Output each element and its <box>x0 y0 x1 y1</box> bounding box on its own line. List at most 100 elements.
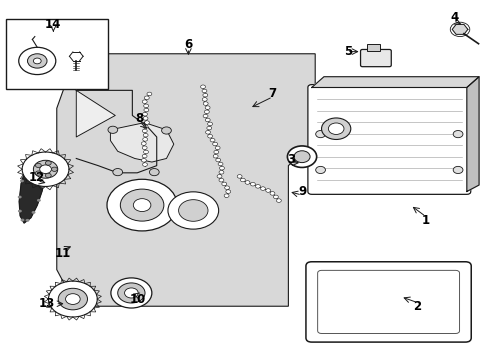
Circle shape <box>108 126 118 134</box>
Circle shape <box>142 100 147 103</box>
Circle shape <box>144 121 149 124</box>
Circle shape <box>118 283 145 303</box>
Circle shape <box>276 199 281 202</box>
Circle shape <box>204 110 209 114</box>
Circle shape <box>35 163 41 167</box>
Text: 5: 5 <box>343 45 351 58</box>
Circle shape <box>452 131 462 138</box>
Text: 6: 6 <box>184 38 192 51</box>
Circle shape <box>224 186 229 189</box>
Circle shape <box>143 125 148 129</box>
Circle shape <box>18 195 21 198</box>
Circle shape <box>25 219 29 222</box>
Circle shape <box>51 167 57 171</box>
Circle shape <box>18 210 22 212</box>
Text: 1: 1 <box>421 214 429 227</box>
Circle shape <box>35 171 41 175</box>
Circle shape <box>219 178 224 182</box>
Circle shape <box>178 200 207 221</box>
Bar <box>5 19 108 89</box>
Circle shape <box>149 168 159 176</box>
Circle shape <box>142 112 147 116</box>
Text: 2: 2 <box>413 300 421 313</box>
Circle shape <box>206 126 211 130</box>
Circle shape <box>142 138 147 141</box>
Circle shape <box>202 89 206 93</box>
Circle shape <box>143 134 148 137</box>
Circle shape <box>222 182 226 186</box>
Text: 11: 11 <box>55 247 71 260</box>
Polygon shape <box>451 24 467 34</box>
Circle shape <box>219 171 224 174</box>
Bar <box>366 44 379 51</box>
Circle shape <box>250 183 255 186</box>
FancyBboxPatch shape <box>317 270 459 333</box>
Circle shape <box>161 127 171 134</box>
Circle shape <box>217 175 222 178</box>
Circle shape <box>207 122 212 126</box>
Circle shape <box>224 194 228 198</box>
Circle shape <box>43 169 47 172</box>
Text: 4: 4 <box>449 12 457 24</box>
Circle shape <box>111 278 152 308</box>
Circle shape <box>213 154 218 158</box>
Circle shape <box>219 166 224 170</box>
Polygon shape <box>57 54 315 306</box>
Circle shape <box>315 166 325 174</box>
FancyBboxPatch shape <box>305 262 470 342</box>
Circle shape <box>124 288 138 298</box>
Polygon shape <box>466 77 478 192</box>
Circle shape <box>24 165 28 168</box>
Polygon shape <box>76 90 115 137</box>
Circle shape <box>141 158 146 162</box>
Circle shape <box>207 134 212 138</box>
Polygon shape <box>110 123 173 162</box>
Circle shape <box>48 281 97 317</box>
Circle shape <box>203 93 207 97</box>
Circle shape <box>107 179 177 231</box>
Circle shape <box>40 165 51 174</box>
Circle shape <box>202 98 207 101</box>
Circle shape <box>41 185 45 188</box>
Circle shape <box>287 146 316 167</box>
Circle shape <box>210 138 215 142</box>
FancyBboxPatch shape <box>360 49 390 67</box>
Circle shape <box>141 142 146 145</box>
Circle shape <box>142 154 147 158</box>
Circle shape <box>237 175 242 178</box>
Circle shape <box>45 173 51 177</box>
Text: 3: 3 <box>286 153 294 166</box>
Circle shape <box>167 192 218 229</box>
Circle shape <box>143 117 148 120</box>
Text: 14: 14 <box>45 18 61 31</box>
Polygon shape <box>311 77 478 87</box>
Circle shape <box>218 162 223 166</box>
Circle shape <box>273 195 278 199</box>
Circle shape <box>452 166 462 174</box>
Circle shape <box>133 199 151 212</box>
Circle shape <box>58 288 87 310</box>
Circle shape <box>33 58 41 64</box>
Circle shape <box>32 211 36 214</box>
Text: 9: 9 <box>297 185 305 198</box>
Circle shape <box>205 106 210 109</box>
Circle shape <box>142 146 147 149</box>
Circle shape <box>144 96 149 100</box>
Circle shape <box>143 104 148 108</box>
Circle shape <box>37 199 41 202</box>
Circle shape <box>200 85 205 89</box>
Circle shape <box>27 54 47 68</box>
Circle shape <box>321 118 350 139</box>
Circle shape <box>22 152 69 186</box>
Circle shape <box>143 150 148 154</box>
Circle shape <box>205 130 210 134</box>
Circle shape <box>203 102 208 105</box>
Circle shape <box>65 294 80 305</box>
Circle shape <box>203 114 207 118</box>
Circle shape <box>143 108 148 112</box>
Text: 13: 13 <box>39 297 55 310</box>
Circle shape <box>205 118 210 122</box>
Circle shape <box>255 185 260 188</box>
Circle shape <box>293 151 309 163</box>
Circle shape <box>20 180 24 182</box>
